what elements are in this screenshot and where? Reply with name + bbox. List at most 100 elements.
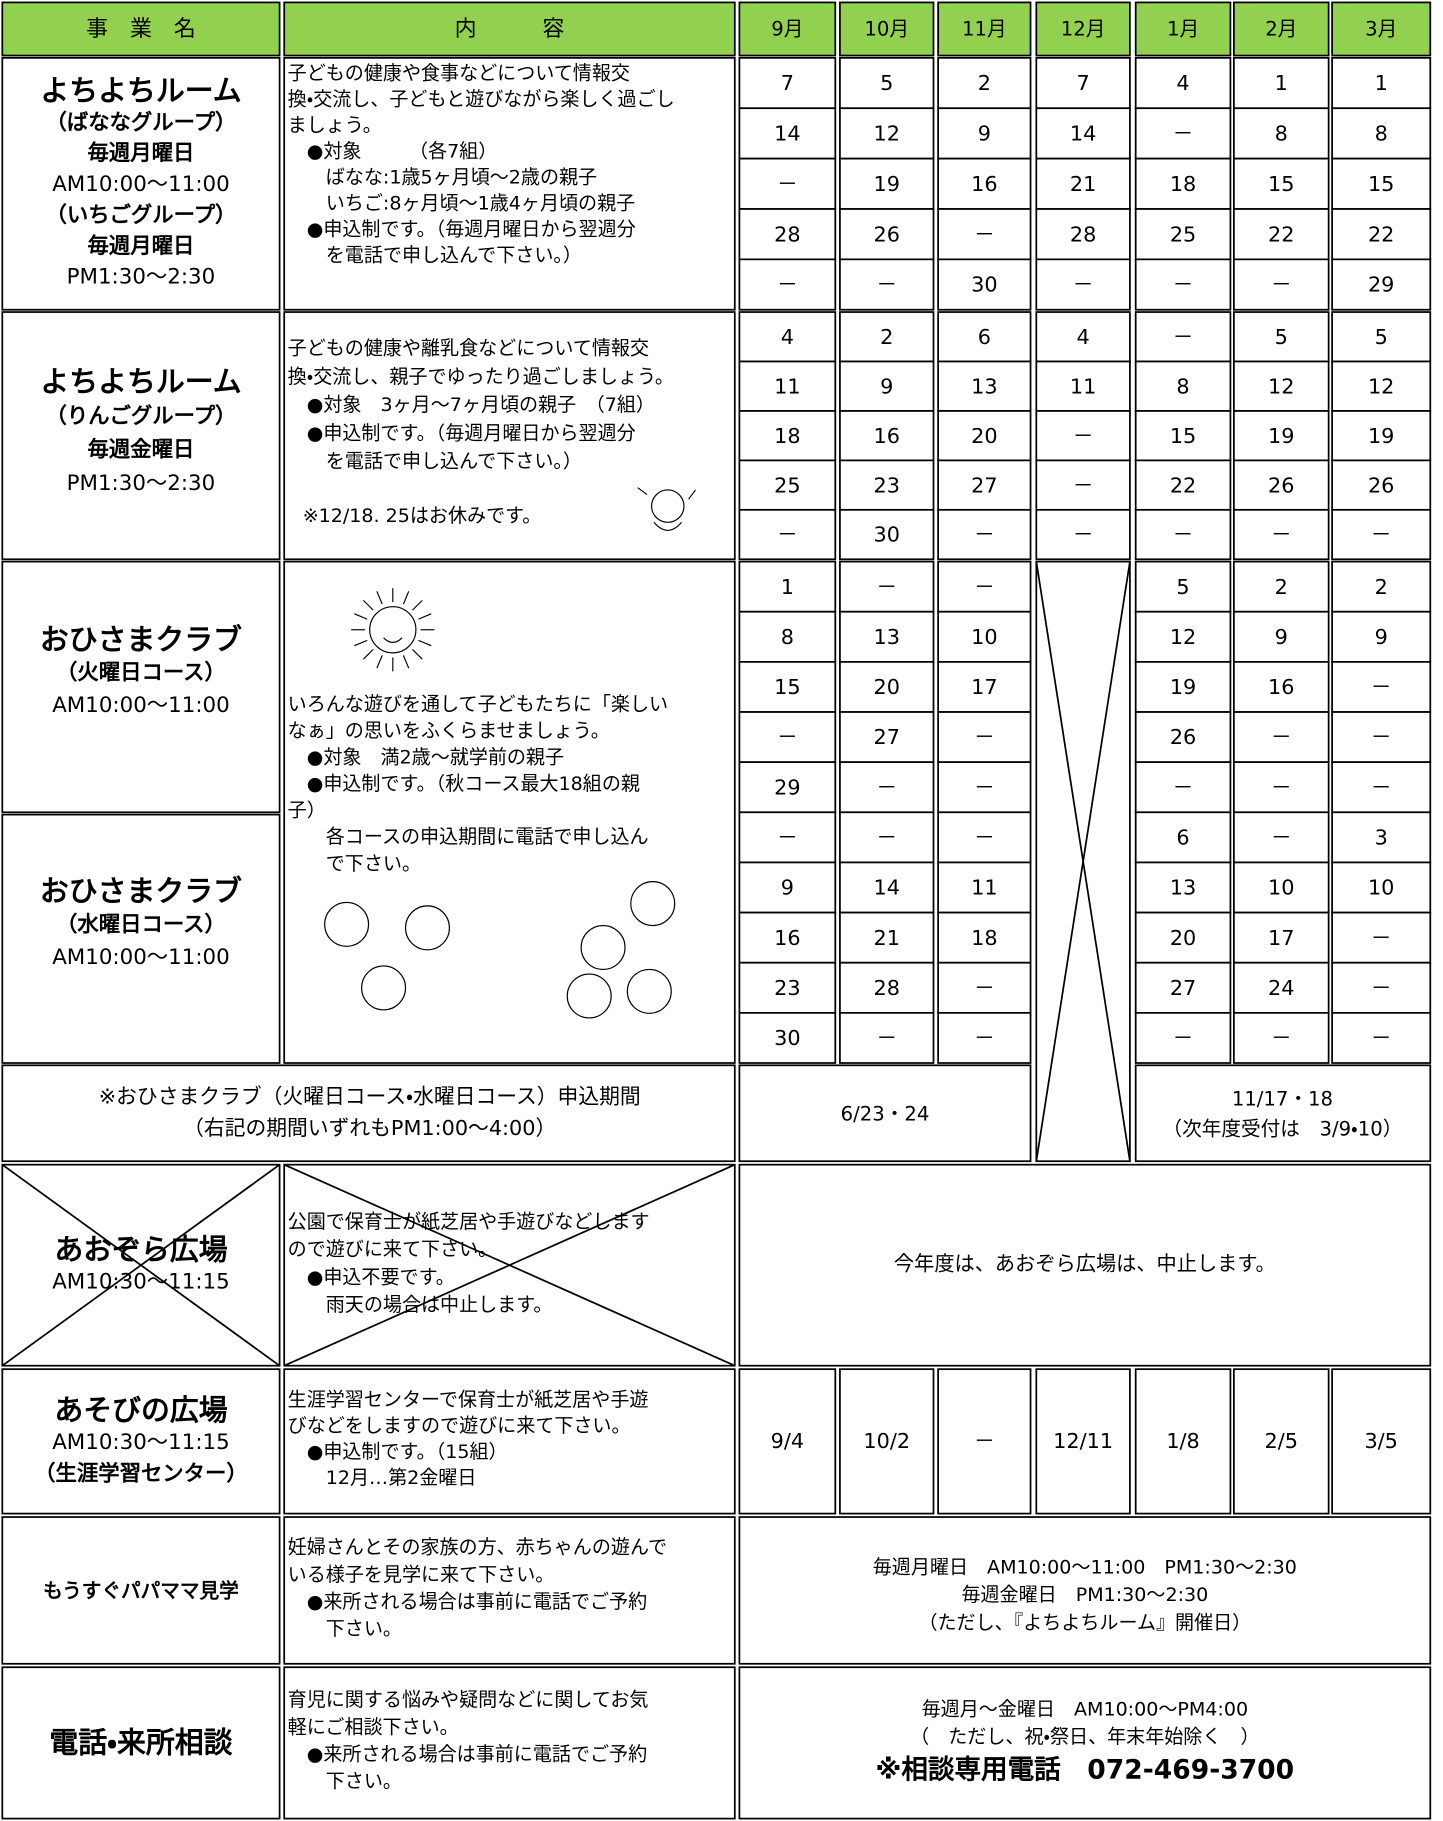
date-text: － [1173,122,1194,146]
table-cell [1331,311,1432,363]
program-name: 電話・来所相談 [49,1726,232,1760]
date-text: － [777,172,798,196]
program-detail: PM1:30～2:30 [67,471,216,496]
date-text: － [777,725,798,749]
date-text: 13 [971,374,997,398]
date-text: 12 [873,122,899,146]
program-name: もうすぐパパママ見学 [43,1580,239,1603]
table-cell [738,508,837,561]
table-cell [1134,711,1232,764]
illustration [651,489,685,523]
table-cell [1233,459,1330,511]
table-cell [738,911,837,964]
schedule-text: ※相談専用電話 072-469-3700 [876,1755,1295,1786]
table-cell [1134,861,1232,914]
table-cell [738,208,837,261]
table-cell [1,57,281,311]
date-text: 8 [1375,122,1388,146]
sun-ray [354,613,368,620]
table-cell [1233,1011,1330,1064]
table-cell [738,311,837,363]
date-text: 29 [774,775,800,799]
table-cell [1134,311,1232,363]
date-text: 10 [1368,876,1394,900]
table-cell [1331,508,1432,561]
date-text: － [1073,273,1094,297]
table-cell [937,1368,1032,1515]
date-text: 15 [1368,172,1394,196]
content-text: ●対象 3ヶ月～7ヶ月頃の親子 （7組） [288,394,655,416]
table-cell [738,57,837,110]
kid-illustration [324,901,370,947]
table-cell [738,107,837,160]
table-cell [738,560,837,613]
date-text: － [1173,325,1194,349]
date-text: 26 [1368,473,1394,497]
date-text: － [974,826,995,850]
table-cell [1331,661,1432,713]
month-header: 11月 [962,18,1007,41]
program-detail: （りんごグループ） [45,403,236,429]
header-text: 事 業 名 [86,17,196,42]
table-cell [738,1516,1432,1665]
date-text: 2/5 [1265,1429,1298,1453]
date-text: 20 [1170,926,1196,950]
date-text: － [1271,775,1292,799]
table-cell [1134,57,1232,110]
date-text: 26 [1170,725,1196,749]
schedule-text: 毎週月曜日 AM10:00～11:00 PM1:30～2:30 [873,1556,1297,1578]
date-text: 4 [781,325,794,349]
date-text: 19 [1268,424,1294,448]
date-text: 19 [1368,424,1394,448]
table-cell [1134,1011,1232,1064]
table-cell [1331,1368,1432,1515]
period-date: （次年度受付は 3/9・10） [1162,1118,1402,1141]
content-text: を電話で申し込んで下さい。） [288,245,582,267]
table-cell [738,661,837,713]
content-text: ●来所される場合は事前に電話でご予約 [288,1744,647,1766]
program-detail: AM10:00～11:00 [52,945,230,970]
date-text: － [974,976,995,1000]
date-text: 9 [978,122,991,146]
table-cell [1134,508,1232,561]
date-text: － [876,775,897,799]
content-text: ●申込制です。（毎週月曜日から翌週分 [288,219,636,241]
table-cell [1331,560,1432,613]
table-cell [738,1064,1032,1163]
table-cell [937,107,1032,160]
date-text: 16 [774,926,800,950]
table-cell [738,961,837,1014]
table-cell [738,1368,837,1515]
date-text: 28 [873,976,899,1000]
date-text: 30 [971,273,997,297]
table-cell [1331,811,1432,864]
table-cell [1331,711,1432,764]
program-name: あそびの広場 [54,1393,227,1427]
table-cell [839,560,935,613]
content-text: 換・交流し、子どもと遊びながら楽しく過ごし [288,89,675,111]
table-cell [1,1368,281,1515]
date-text: 25 [774,473,800,497]
table-cell [839,961,935,1014]
table-cell [937,311,1032,363]
date-text: 8 [1176,374,1189,398]
date-text: － [974,725,995,749]
content-text: 各コースの申込期間に電話で申し込ん [288,826,649,848]
date-text: － [1271,826,1292,850]
date-text: 21 [873,926,899,950]
sun-ray [402,655,410,669]
content-text: 子） [288,800,326,822]
table-cell [839,911,935,964]
header-text: 内 容 [455,17,565,42]
table-cell [1233,911,1330,964]
table-cell [1134,258,1232,311]
date-text: 27 [1170,976,1196,1000]
program-detail: 毎週月曜日 [88,141,195,166]
table-cell [1233,560,1330,613]
table-cell [1233,157,1330,210]
date-text: 3/5 [1364,1429,1397,1453]
sun-ray [418,613,432,620]
table-cell [738,761,837,814]
